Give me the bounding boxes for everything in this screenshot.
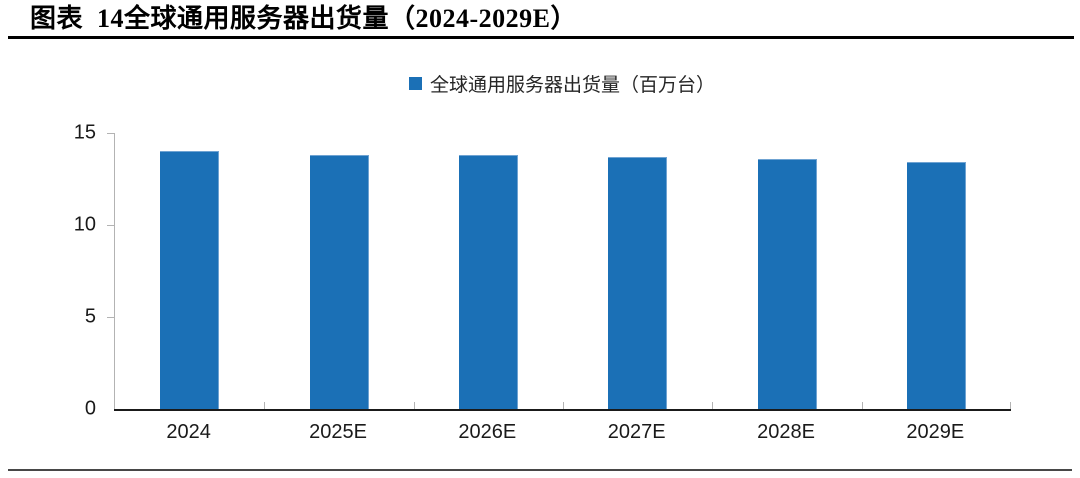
y-axis-tick-label: 0 xyxy=(84,397,96,420)
x-axis-label-2027E: 2027E xyxy=(607,421,666,443)
legend-label: 全球通用服务器出货量（百万台） xyxy=(429,74,715,96)
x-axis-tick xyxy=(712,402,714,409)
bar-2029E xyxy=(906,162,966,409)
y-axis-tick xyxy=(107,133,115,134)
y-axis-tick-label: 10 xyxy=(73,213,96,236)
x-axis-tick xyxy=(861,402,863,409)
bottom-rule xyxy=(8,469,1072,471)
title-underline xyxy=(8,36,1074,39)
bar-2027E xyxy=(608,156,668,409)
x-axis-label-2026E: 2026E xyxy=(458,421,517,443)
y-axis-tick xyxy=(107,317,115,318)
bar-2026E xyxy=(458,155,518,409)
x-axis-label-2028E: 2028E xyxy=(757,421,815,443)
x-axis-label-2024: 2024 xyxy=(166,421,211,443)
y-axis-tick-label: 15 xyxy=(73,121,96,144)
legend-marker-icon xyxy=(408,76,422,90)
x-axis-tick xyxy=(264,402,266,409)
x-axis-tick xyxy=(1010,402,1011,409)
x-axis-label-2029E: 2029E xyxy=(906,421,965,443)
bar-2028E xyxy=(757,158,817,409)
figure-title: 图表 14全球通用服务器出货量（2024-2029E） xyxy=(30,4,578,33)
x-axis-tick xyxy=(413,402,415,409)
x-axis-tick xyxy=(563,402,564,409)
plot-area xyxy=(107,133,1011,411)
bar-2025E xyxy=(309,155,369,409)
legend: 全球通用服务器出货量（百万台） xyxy=(114,70,1010,96)
y-axis-tick-label: 5 xyxy=(84,305,96,328)
bar-2024 xyxy=(160,151,220,409)
y-axis-tick xyxy=(107,225,115,226)
x-axis-label-2025E: 2025E xyxy=(309,421,367,443)
x-axis-line xyxy=(114,409,1011,411)
